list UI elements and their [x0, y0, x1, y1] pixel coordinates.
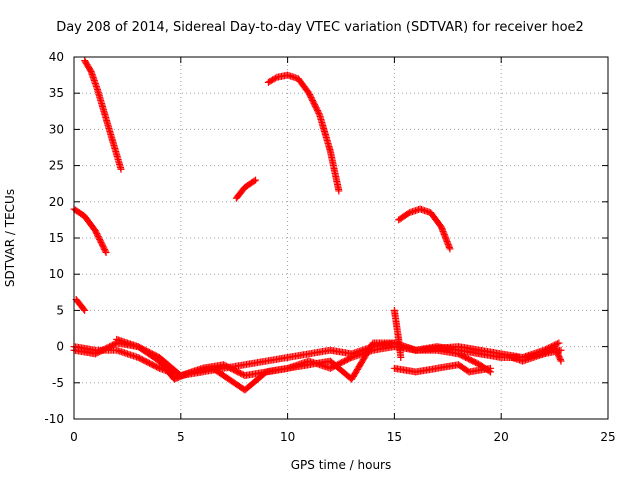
data-point — [487, 364, 495, 372]
data-point — [102, 248, 110, 256]
grid-layer — [74, 57, 608, 419]
x-tick-label: 0 — [70, 430, 78, 444]
data-point — [557, 346, 565, 354]
data-point — [557, 357, 565, 365]
data-point — [117, 165, 125, 173]
series-band-4 — [390, 361, 495, 376]
series-band-5 — [508, 343, 565, 365]
data-point — [446, 245, 454, 253]
x-tick-label: 10 — [280, 430, 295, 444]
series-band-3 — [113, 335, 565, 380]
series-arc-2 — [70, 205, 110, 256]
x-tick-label: 15 — [387, 430, 402, 444]
series-arc-4 — [232, 176, 260, 202]
y-axis-label: SDTVAR / TECUs — [3, 188, 17, 288]
x-tick-label: 25 — [600, 430, 615, 444]
y-tick-label: 10 — [49, 267, 64, 281]
data-point — [252, 176, 260, 184]
data-point — [315, 109, 323, 117]
y-tick-label: 30 — [49, 122, 64, 136]
data-point — [81, 306, 89, 314]
series-arc-5 — [264, 71, 343, 195]
y-tick-label: 0 — [56, 340, 64, 354]
series-arc-6 — [395, 205, 454, 253]
data-point — [556, 356, 564, 364]
plot-frame — [73, 56, 609, 420]
data-point — [397, 353, 405, 361]
data-point — [335, 187, 343, 195]
series-arc-1 — [81, 57, 125, 173]
data-point — [555, 339, 563, 347]
data-point — [271, 74, 279, 82]
data-point — [154, 364, 162, 372]
data-point — [80, 305, 88, 313]
chart-title: Day 208 of 2014, Sidereal Day-to-day VTE… — [56, 20, 584, 35]
series-arc-3 — [72, 296, 89, 314]
series-spike — [390, 306, 405, 361]
y-tick-label: 40 — [49, 50, 64, 64]
x-tick-label: 5 — [177, 430, 185, 444]
x-tick-label: 20 — [494, 430, 509, 444]
data-point — [101, 247, 109, 255]
x-axis-label: GPS time / hours — [290, 458, 392, 472]
y-tick-label: 25 — [49, 159, 64, 173]
y-tick-label: 35 — [49, 86, 64, 100]
y-tick-label: 5 — [56, 303, 64, 317]
y-tick-label: -5 — [52, 376, 64, 390]
y-tick-label: -10 — [44, 412, 64, 426]
y-tick-label: 15 — [49, 231, 64, 245]
tick-layer: 0 5 10 15 20 25 -10 -5 0 5 10 15 20 25 30 35 40 — [44, 50, 615, 444]
y-tick-label: 20 — [49, 195, 64, 209]
data-layer — [70, 57, 565, 394]
data-point — [250, 177, 258, 185]
